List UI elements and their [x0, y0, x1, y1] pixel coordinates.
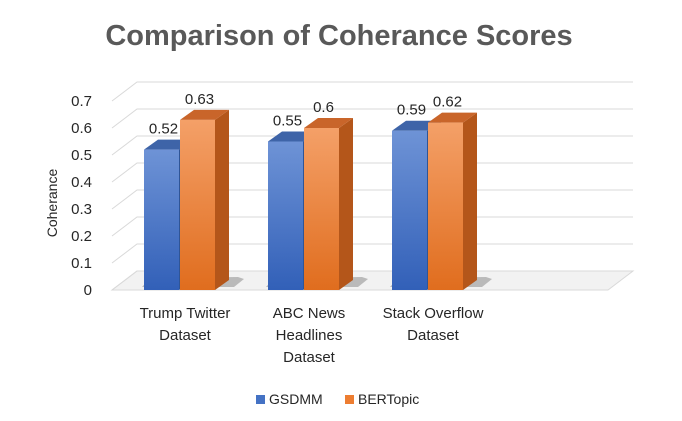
bar-front: [428, 122, 463, 290]
chart-title: Comparison of Coherance Scores: [105, 20, 572, 52]
legend-item-gsdmm: GSDMM: [256, 391, 323, 407]
category-label: Dataset: [283, 349, 336, 366]
category-label: Stack Overflow: [383, 305, 484, 322]
y-axis-title: Coherance: [44, 169, 60, 238]
legend: GSDMM BERTopic: [256, 391, 419, 407]
category-label: ABC News: [273, 305, 346, 322]
data-label: 0.62: [433, 94, 462, 111]
y-tick-label: 0.7: [71, 93, 92, 110]
bar-bertopic-0: [180, 109, 229, 291]
gridline: [111, 108, 633, 129]
category-label: Dataset: [407, 327, 460, 344]
bar-front: [268, 141, 303, 290]
category-label: Headlines: [276, 327, 343, 344]
bar-front: [392, 130, 427, 290]
data-label: 0.59: [397, 102, 426, 119]
legend-label: GSDMM: [269, 391, 323, 407]
bar-bertopic-2: [428, 112, 477, 290]
y-tick-label: 0.3: [71, 201, 92, 218]
bar-top: [304, 118, 353, 128]
bar-side: [215, 109, 229, 291]
data-label: 0.52: [149, 121, 178, 138]
data-label: 0.63: [185, 91, 214, 108]
legend-label: BERTopic: [358, 391, 419, 407]
category-labels: Trump Twitter Dataset ABC News Headlines Dat…: [140, 305, 484, 366]
y-tick-label: 0: [84, 282, 92, 299]
category-label: Trump Twitter: [140, 305, 231, 322]
data-label: 0.6: [313, 99, 334, 116]
bar-side: [463, 112, 477, 290]
legend-item-bertopic: BERTopic: [345, 391, 419, 407]
bar-top: [180, 109, 229, 120]
legend-swatch: [256, 395, 265, 404]
legend-swatch: [345, 395, 354, 404]
y-tick-label: 0.2: [71, 228, 92, 245]
category-label: Dataset: [159, 327, 212, 344]
data-label: 0.55: [273, 113, 302, 130]
y-axis-ticks: 0 0.1 0.2 0.3 0.4 0.5 0.6 0.7: [71, 93, 92, 299]
y-tick-label: 0.4: [71, 174, 92, 191]
gridline: [111, 81, 633, 102]
bar-front: [180, 119, 215, 291]
data-labels: 0.52 0.63 0.55 0.6 0.59 0.62: [149, 91, 462, 138]
bars: [144, 109, 477, 291]
y-tick-label: 0.1: [71, 255, 92, 272]
bar-front: [144, 149, 179, 290]
bar-bertopic-1: [304, 118, 353, 290]
bar-side: [339, 118, 353, 290]
bar-top: [428, 112, 477, 123]
y-tick-label: 0.5: [71, 147, 92, 164]
bar-front: [304, 128, 339, 290]
y-tick-label: 0.6: [71, 120, 92, 137]
